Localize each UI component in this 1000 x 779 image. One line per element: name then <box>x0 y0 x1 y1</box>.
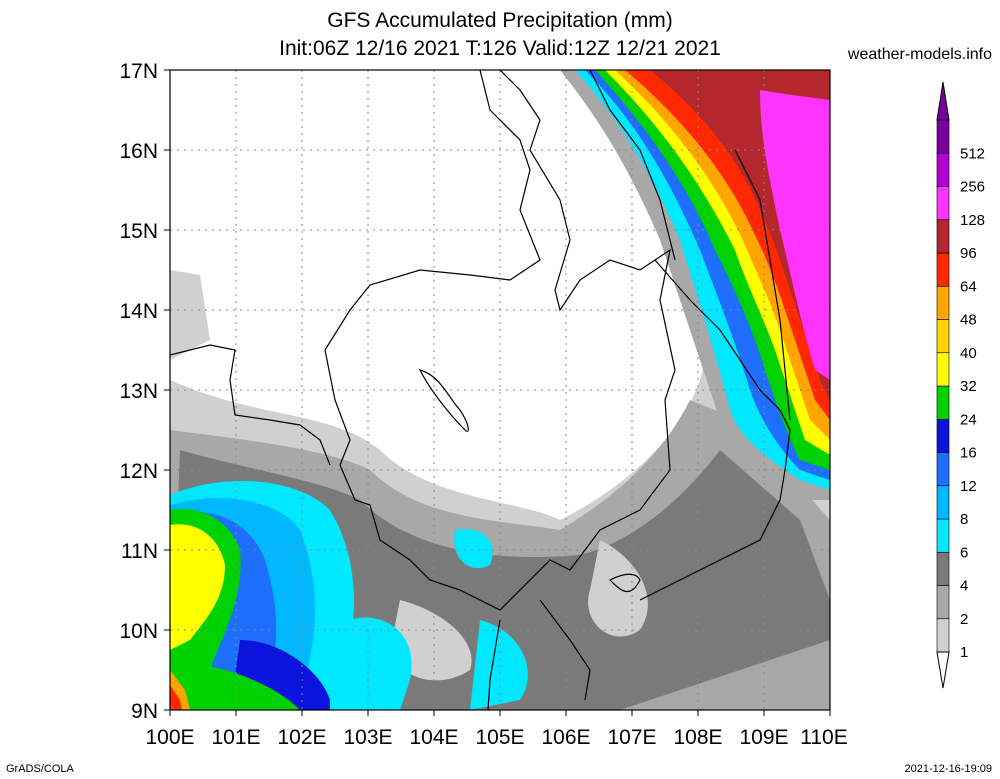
colorbar-swatch <box>936 319 950 354</box>
colorbar-label: 1 <box>960 644 968 661</box>
colorbar-label: 512 <box>960 145 985 162</box>
lon-label: 109E <box>739 726 788 749</box>
lat-labels: 17N 16N 15N 14N 13N 12N 11N 10N 9N <box>119 60 158 723</box>
country-boundaries <box>170 70 791 710</box>
site-credit: weather-models.info <box>847 46 992 63</box>
lon-labels: 100E 101E 102E 103E 104E 105E 106E 107E … <box>145 726 847 749</box>
colorbar-label: 16 <box>960 445 977 462</box>
map-subtitle: Init:06Z 12/16 2021 T:126 Valid:12Z 12/2… <box>279 37 721 60</box>
colorbar-bottom-arrow <box>936 651 950 689</box>
colorbar-swatch <box>936 485 950 520</box>
lon-label: 105E <box>475 726 524 749</box>
footer-timestamp: 2021-12-16-19:09 <box>904 763 992 775</box>
colorbar-swatch <box>936 119 950 154</box>
colorbar-label: 48 <box>960 312 977 329</box>
colorbar-swatch <box>936 285 950 320</box>
colorbar-swatch <box>936 551 950 586</box>
lat-label: 12N <box>119 460 158 483</box>
footer-credit: GrADS/COLA <box>6 763 74 775</box>
colorbar-swatch <box>936 252 950 287</box>
axis-ticks <box>164 69 831 716</box>
colorbar-label: 128 <box>960 212 985 229</box>
colorbar-swatch <box>936 186 950 221</box>
colorbar-swatch <box>936 152 950 187</box>
map-title: GFS Accumulated Precipitation (mm) <box>327 9 673 32</box>
lat-label: 15N <box>119 220 158 243</box>
lon-label: 103E <box>343 726 392 749</box>
lat-label: 13N <box>119 380 158 403</box>
colorbar-label: 32 <box>960 378 977 395</box>
lon-label: 104E <box>409 726 458 749</box>
colorbar-label: 256 <box>960 179 985 196</box>
colorbar <box>936 119 950 653</box>
precip-fields <box>170 70 830 710</box>
lat-label: 14N <box>119 300 158 323</box>
colorbar-swatch <box>936 418 950 453</box>
lon-label: 107E <box>607 726 656 749</box>
colorbar-label: 64 <box>960 278 977 295</box>
colorbar-swatch <box>936 618 950 653</box>
lat-label: 16N <box>119 140 158 163</box>
colorbar-label: 24 <box>960 411 977 428</box>
colorbar-label: 4 <box>960 578 968 595</box>
lon-label: 110E <box>800 726 848 749</box>
colorbar-swatch <box>936 585 950 620</box>
colorbar-swatch <box>936 219 950 254</box>
lon-label: 100E <box>145 726 194 749</box>
lat-label: 10N <box>119 620 158 643</box>
lat-label: 9N <box>131 700 158 723</box>
colorbar-label: 40 <box>960 345 977 362</box>
colorbar-label: 96 <box>960 245 977 262</box>
lon-label: 102E <box>277 726 326 749</box>
colorbar-swatch <box>936 352 950 387</box>
colorbar-top-arrow <box>936 81 950 121</box>
colorbar-swatch <box>936 452 950 487</box>
graticule <box>170 70 830 710</box>
colorbar-label: 8 <box>960 511 968 528</box>
lat-label: 11N <box>121 540 158 563</box>
colorbar-label: 6 <box>960 544 968 561</box>
colorbar-swatch <box>936 518 950 553</box>
lon-label: 106E <box>541 726 590 749</box>
colorbar-label: 12 <box>960 478 977 495</box>
colorbar-swatch <box>936 385 950 420</box>
lon-label: 108E <box>673 726 722 749</box>
lon-label: 101E <box>211 726 260 749</box>
lat-label: 17N <box>119 60 158 83</box>
colorbar-label: 2 <box>960 611 968 628</box>
